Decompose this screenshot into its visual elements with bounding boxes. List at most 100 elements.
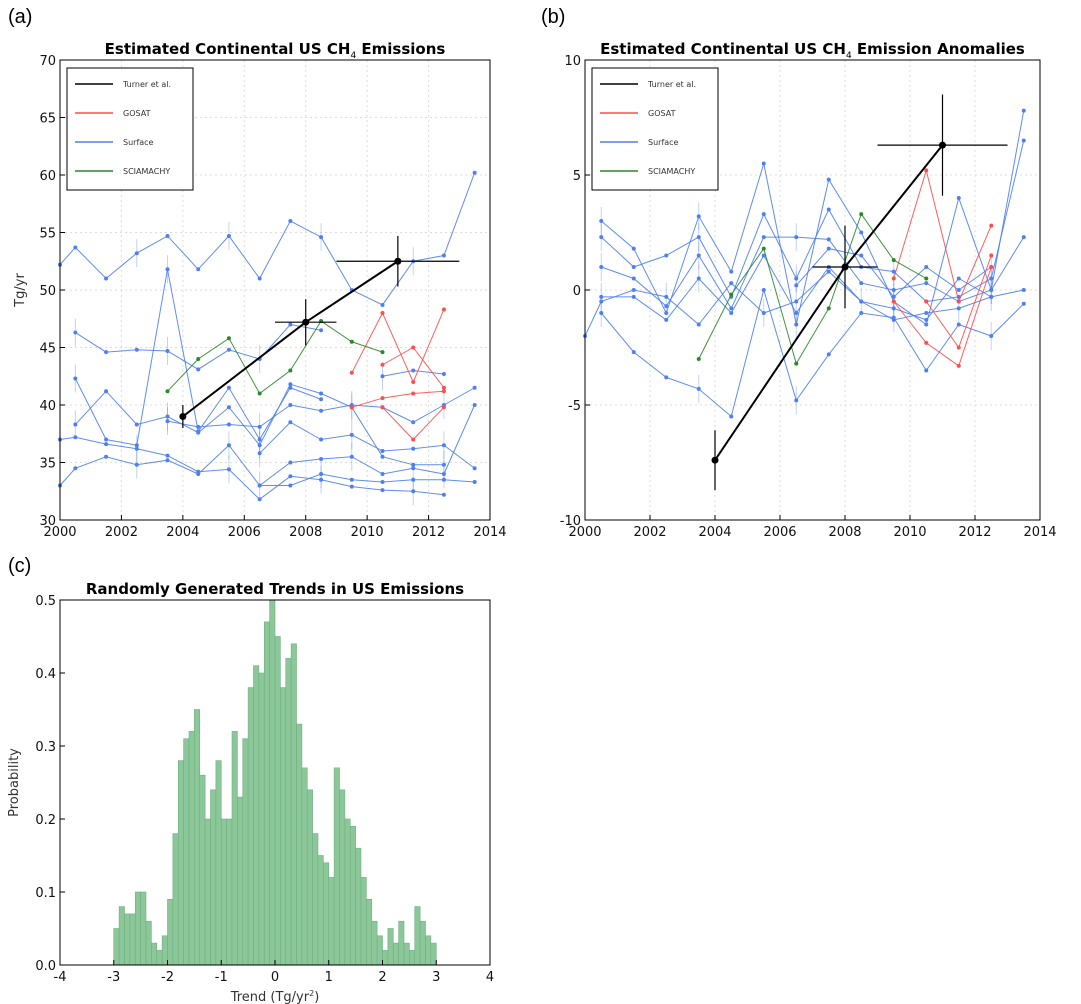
panel-a-data-point — [411, 437, 416, 442]
panel-a-data-point — [441, 443, 446, 448]
panel-label-b: (b) — [541, 6, 566, 28]
panel-b-data-point — [761, 246, 766, 251]
panel-b-data-point — [696, 357, 701, 361]
panel-a-data-point — [226, 385, 231, 390]
panel-b-data-point — [989, 276, 994, 281]
panel-b-data-point — [924, 281, 929, 286]
panel-b-turner-point — [939, 141, 946, 149]
panel-a-data-point — [73, 422, 78, 427]
histogram-bar — [285, 658, 292, 966]
panel-a-x-tick-label: 2006 — [228, 525, 261, 540]
panel-a-data-point — [441, 462, 446, 467]
histogram-bar — [355, 847, 362, 966]
panel-a-series-line-surface — [59, 436, 444, 500]
histogram-bar — [360, 877, 367, 966]
panel-b-turner-point — [711, 456, 719, 464]
histogram-bar — [237, 796, 244, 966]
panel-b-data-point — [794, 299, 799, 304]
histogram-bar — [371, 920, 378, 966]
panel-b-data-point — [956, 196, 961, 200]
panel-a-data-point — [349, 477, 354, 482]
panel-a-data-point — [349, 405, 354, 410]
panel-b-y-tick-label: -10 — [560, 514, 581, 529]
histogram-bar — [129, 913, 136, 966]
panel-a-data-point — [349, 454, 354, 459]
panel-b-x-tick-label: 2010 — [893, 525, 926, 540]
panel-a-data-point — [73, 435, 78, 440]
histogram-title: Randomly Generated Trends in US Emission… — [86, 580, 464, 598]
panel-b-data-point — [956, 276, 961, 281]
histogram-bar — [177, 760, 184, 966]
panel-b-data-point — [859, 281, 864, 286]
histogram-bar — [183, 738, 190, 966]
panel-a-data-point — [380, 454, 385, 459]
histogram-x-tick-label: -2 — [161, 970, 174, 985]
panel-b-data-point — [631, 288, 636, 292]
panel-b-data-point — [924, 168, 929, 173]
panel-b-legend-label: SCIAMACHY — [648, 167, 695, 176]
histogram-bar — [253, 665, 260, 966]
histogram-bar — [134, 891, 141, 966]
panel-a-data-point — [472, 466, 477, 471]
panel-a-legend-label: Turner et al. — [122, 80, 171, 89]
panel-a-legend-label: GOSAT — [123, 109, 151, 118]
panel-b-series-line-surface — [601, 254, 1024, 321]
panel-a-series-line-surface — [59, 172, 476, 306]
panel-b-data-point — [989, 223, 994, 228]
panel-a-data-point — [257, 483, 262, 488]
panel-a-data-point — [196, 424, 201, 429]
panel-a-data-point — [226, 405, 231, 410]
panel-a-data-point — [73, 245, 78, 250]
panel-a-data-point — [441, 307, 446, 312]
panel-a-turner-point — [302, 318, 310, 326]
panel-a-data-point — [380, 302, 385, 307]
panel-a-data-point — [380, 374, 385, 379]
histogram-bar — [349, 825, 356, 966]
panel-label-a: (a) — [8, 6, 33, 28]
panel-a-data-point — [380, 488, 385, 493]
panel-b-data-point — [794, 276, 799, 281]
panel-a-data-point — [104, 350, 109, 355]
panel-b-data-point — [989, 288, 994, 292]
histogram-bar — [274, 636, 281, 966]
panel-b-data-point — [826, 237, 831, 242]
histogram-x-tick-label: 3 — [432, 970, 440, 985]
panel-a-data-point — [380, 449, 385, 453]
panel-a-data-point — [196, 472, 201, 476]
panel-b-data-point — [891, 317, 896, 322]
panel-a-data-point — [288, 420, 293, 425]
panel-a-data-point — [411, 391, 416, 396]
histogram-bar — [296, 723, 303, 966]
panel-b-data-point — [761, 212, 766, 217]
panel-b-series-line-surface — [600, 288, 1025, 418]
panel-a-y-tick-label: 65 — [39, 112, 56, 127]
panel-b-data-point — [599, 294, 604, 299]
panel-b-data-point — [989, 334, 994, 338]
panel-b-data-point — [696, 253, 701, 258]
panel-b-legend-label: Turner et al. — [647, 80, 696, 89]
panel-b-legend-box — [591, 67, 719, 191]
panel-a-turner-point — [394, 257, 402, 265]
panel-a-data-point — [441, 385, 446, 390]
panel-b-data-point — [924, 276, 929, 281]
panel-a-data-point — [226, 443, 231, 448]
panel-a-data-point — [134, 462, 139, 467]
panel-b-data-point — [924, 311, 929, 315]
histogram-bar — [398, 920, 405, 966]
panel-b-y-tick-label: 5 — [573, 169, 581, 184]
panel-a-data-point — [73, 330, 78, 335]
panel-a-y-axis-label: Tg/yr — [13, 273, 28, 308]
histogram-bar — [414, 906, 421, 966]
panel-a-data-point — [472, 403, 477, 407]
panel-b-data-point — [989, 294, 994, 299]
panel-b-legend-label: GOSAT — [648, 109, 676, 118]
panel-b-data-point — [664, 375, 669, 380]
panel-b-series-line-surface — [584, 270, 992, 337]
panel-b-data-point — [794, 283, 799, 288]
panel-b-series-line-gosat — [893, 266, 992, 367]
panel-a-chart-title: Estimated Continental US CH4 Emissions — [105, 40, 446, 61]
panel-a-data-point — [257, 443, 262, 448]
histogram-x-tick-label: -1 — [215, 970, 228, 985]
histogram-x-tick-label: 4 — [486, 970, 494, 985]
